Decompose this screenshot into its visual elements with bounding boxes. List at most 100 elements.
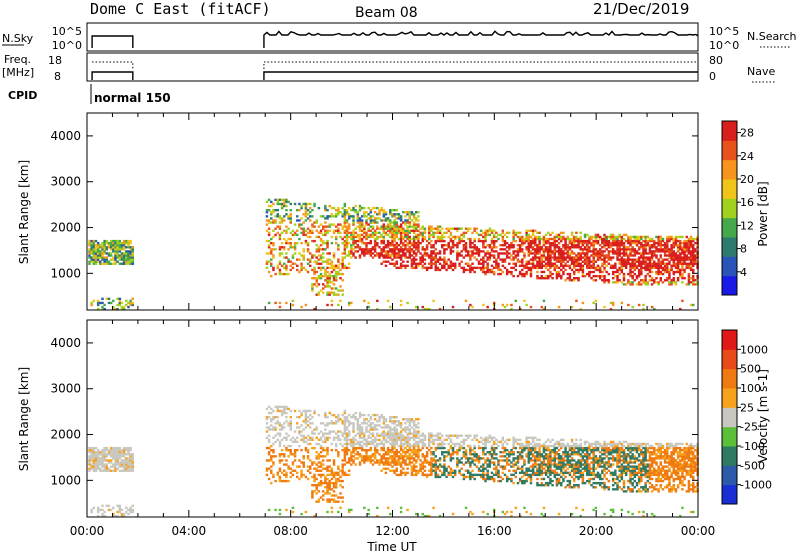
velocity-cell	[466, 444, 470, 448]
power-cell	[646, 264, 650, 268]
velocity-cell	[308, 467, 312, 470]
velocity-cell	[421, 463, 424, 466]
power-cell	[549, 272, 552, 276]
velocity-cell	[92, 457, 96, 460]
power-cell	[428, 241, 431, 245]
power-cell	[577, 239, 580, 243]
velocity-cell	[443, 469, 446, 472]
power-cell	[337, 248, 340, 251]
power-cell	[596, 264, 600, 268]
velocity-cell	[341, 432, 344, 435]
velocity-cell	[94, 463, 98, 466]
velocity-cell	[415, 473, 418, 477]
power-cell	[687, 279, 691, 282]
power-cell	[369, 248, 373, 251]
power-cell	[360, 215, 364, 218]
power-cell	[568, 266, 572, 270]
power-cell	[564, 252, 567, 255]
power-cell	[618, 258, 621, 261]
power-cell	[313, 204, 316, 208]
power-cell	[486, 262, 489, 265]
colorbar-swatch	[722, 140, 737, 161]
power-cell	[315, 262, 318, 265]
power-cell	[352, 248, 355, 251]
velocity-cell	[399, 438, 403, 442]
power-cell	[592, 248, 595, 251]
velocity-cell	[112, 512, 115, 516]
velocity-cell	[270, 459, 273, 462]
velocity-cell	[270, 455, 273, 458]
velocity-cell	[280, 411, 284, 415]
power-cell	[523, 254, 526, 257]
power-cell	[330, 206, 334, 210]
power-cell	[330, 264, 334, 268]
velocity-cell	[430, 459, 433, 462]
power-cell	[129, 301, 132, 305]
velocity-cell	[430, 453, 433, 456]
velocity-cell	[380, 448, 383, 452]
power-cell	[92, 239, 96, 243]
power-cell	[378, 211, 381, 214]
power-cell	[328, 291, 331, 294]
power-cell	[408, 217, 412, 220]
velocity-cell	[408, 432, 412, 435]
power-cell	[105, 262, 109, 265]
velocity-cell	[389, 512, 392, 516]
power-cell	[267, 221, 271, 224]
velocity-cell	[92, 506, 96, 510]
velocity-cell	[415, 430, 418, 433]
power-cell	[406, 229, 409, 232]
power-cell	[473, 246, 476, 249]
power-cell	[622, 254, 626, 257]
velocity-cell	[332, 436, 336, 439]
power-cell	[354, 241, 357, 245]
velocity-cell	[330, 467, 334, 470]
velocity-cell	[291, 461, 295, 464]
power-cell	[529, 246, 533, 249]
power-cell	[655, 266, 658, 270]
power-cell	[267, 208, 271, 212]
power-cell	[644, 252, 647, 255]
power-cell	[101, 248, 104, 251]
freq-panel: Freq. [MHz] 18 8 80 0 Nave	[2, 52, 775, 83]
velocity-cell	[373, 424, 377, 427]
power-cell	[484, 254, 487, 257]
cpid-panel: CPID normal 150	[8, 84, 171, 105]
velocity-cell	[334, 500, 338, 503]
velocity-cell	[101, 453, 104, 456]
power-cell	[544, 237, 548, 241]
power-cell	[384, 217, 388, 220]
power-cell	[278, 260, 282, 263]
velocity-cell	[272, 436, 275, 439]
power-cell	[421, 258, 424, 261]
power-cell	[118, 239, 122, 243]
power-cell	[495, 266, 498, 270]
power-cell	[551, 264, 554, 268]
power-cell	[477, 260, 481, 263]
power-cell	[328, 293, 331, 296]
power-cell	[627, 272, 630, 276]
power-cell	[657, 272, 660, 276]
power-cell	[339, 211, 342, 214]
power-cell	[540, 248, 544, 251]
velocity-cell	[131, 459, 135, 462]
velocity-cell	[287, 448, 290, 452]
power-cell	[694, 254, 697, 257]
velocity-cell	[434, 434, 437, 437]
velocity-cell	[278, 428, 282, 431]
velocity-cell	[99, 463, 102, 466]
power-cell	[575, 268, 578, 272]
power-cell	[430, 266, 433, 270]
velocity-cell	[363, 455, 366, 458]
power-cell	[581, 301, 585, 305]
power-cell	[655, 241, 658, 245]
velocity-cell	[382, 438, 386, 442]
velocity-cell	[451, 453, 455, 456]
power-cell	[334, 237, 338, 241]
velocity-cell	[458, 434, 461, 437]
power-cell	[575, 254, 578, 257]
velocity-cell	[408, 457, 412, 460]
power-cell	[553, 258, 556, 261]
velocity-cell	[363, 442, 366, 446]
power-cell	[313, 221, 316, 224]
